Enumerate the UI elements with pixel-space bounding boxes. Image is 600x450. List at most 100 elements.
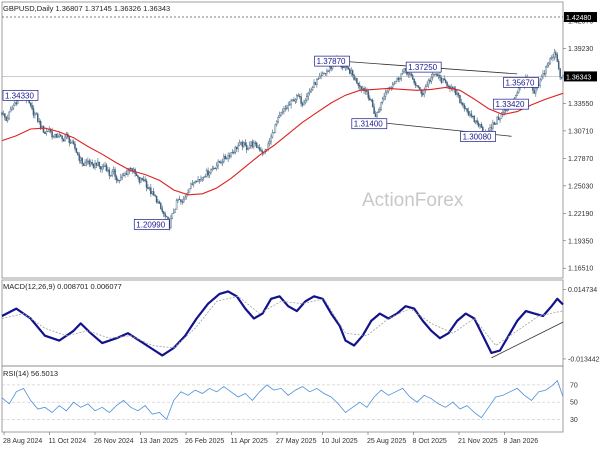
y-tick-label: 1.22190 bbox=[568, 211, 593, 218]
candle-body bbox=[92, 163, 95, 168]
level-annotation-box bbox=[460, 131, 496, 142]
candle-body bbox=[121, 175, 123, 178]
candle-body bbox=[177, 198, 179, 201]
candle-body bbox=[4, 113, 6, 118]
candle-body bbox=[180, 199, 182, 202]
y-tick-label: 1.25030 bbox=[568, 183, 593, 190]
candle-body bbox=[141, 178, 143, 180]
candle-body bbox=[367, 91, 370, 99]
candle-body bbox=[380, 101, 382, 110]
x-tick-label: 11 Apr 2025 bbox=[231, 438, 268, 445]
candle-body bbox=[454, 89, 457, 95]
candle-body bbox=[328, 66, 331, 71]
candle-body bbox=[68, 136, 71, 143]
candle-body bbox=[224, 156, 227, 160]
candle-body bbox=[316, 79, 318, 86]
level-annotation: 1.35670 bbox=[505, 78, 534, 87]
candle-body bbox=[15, 102, 18, 104]
candle-body bbox=[474, 120, 477, 122]
candle-body bbox=[304, 100, 307, 104]
candle-body bbox=[306, 96, 308, 101]
candle-body bbox=[111, 171, 113, 176]
candle-body bbox=[318, 75, 321, 79]
candle-body bbox=[108, 169, 111, 176]
candle-body bbox=[238, 142, 241, 146]
candle-body bbox=[547, 62, 550, 66]
y-tick-label: 1.16510 bbox=[568, 266, 593, 273]
candle-body bbox=[181, 201, 184, 203]
candle-body bbox=[99, 166, 102, 170]
candle-body bbox=[546, 64, 549, 68]
candle-body bbox=[29, 102, 32, 106]
candle-body bbox=[429, 80, 431, 82]
candle-body bbox=[543, 73, 546, 75]
level-annotation-box bbox=[133, 219, 170, 230]
candle-body bbox=[373, 106, 375, 114]
candle-body bbox=[102, 166, 105, 168]
candle-body bbox=[201, 177, 204, 180]
level-annotation-box bbox=[2, 90, 39, 101]
level-annotation: 1.20990 bbox=[136, 220, 165, 229]
candle-body bbox=[151, 191, 154, 194]
level-price-tag: 1.42480 bbox=[566, 15, 591, 22]
y-tick-label: 1.19350 bbox=[568, 238, 593, 245]
candle-body bbox=[462, 102, 464, 106]
candle-body bbox=[243, 142, 245, 147]
candle-body bbox=[293, 99, 295, 102]
candle-body bbox=[52, 136, 55, 138]
candle-body bbox=[165, 216, 168, 218]
x-tick-label: 26 Nov 2024 bbox=[94, 438, 134, 445]
candle-body bbox=[195, 181, 198, 183]
candle-body bbox=[298, 96, 301, 98]
candle-body bbox=[77, 152, 79, 156]
candle-body bbox=[8, 111, 10, 119]
level-annotation-box bbox=[351, 118, 388, 130]
candle-body bbox=[499, 118, 501, 121]
candle-body bbox=[493, 122, 496, 125]
candle-body bbox=[349, 68, 351, 74]
candle-body bbox=[230, 152, 232, 157]
candle-body bbox=[258, 147, 261, 151]
candle-body bbox=[411, 75, 414, 80]
level-annotation-box bbox=[503, 77, 539, 88]
candle-body bbox=[387, 87, 390, 92]
candle-body bbox=[101, 166, 103, 170]
candle-body bbox=[533, 90, 536, 94]
candle-body bbox=[505, 110, 507, 112]
candle-body bbox=[257, 147, 259, 149]
x-tick-label: 28 Aug 2024 bbox=[3, 438, 42, 445]
candle-body bbox=[317, 78, 320, 80]
candle-body bbox=[14, 102, 16, 106]
candle-body bbox=[472, 115, 474, 117]
candle-body bbox=[255, 142, 258, 148]
price-panel: GBPUSD,Daily 1.36807 1.37145 1.36326 1.3… bbox=[1, 1, 597, 279]
candle-body bbox=[273, 132, 275, 134]
candle-body bbox=[384, 92, 387, 97]
candle-body bbox=[410, 73, 413, 76]
candle-body bbox=[37, 113, 39, 122]
candle-body bbox=[157, 201, 159, 203]
candle-body bbox=[403, 68, 405, 73]
candle-body bbox=[144, 179, 146, 182]
candle-body bbox=[55, 133, 58, 138]
level-annotation: 1.37250 bbox=[408, 63, 437, 72]
candle-body bbox=[550, 57, 553, 59]
x-tick-label: 25 Aug 2025 bbox=[367, 438, 406, 445]
candle-body bbox=[432, 73, 434, 78]
candle-body bbox=[466, 108, 468, 112]
candle-body bbox=[223, 156, 225, 163]
candle-body bbox=[271, 132, 274, 138]
candle-body bbox=[253, 142, 255, 147]
candle-body bbox=[193, 181, 195, 185]
candle-body bbox=[479, 124, 481, 127]
candle-body bbox=[370, 99, 372, 101]
candle-body bbox=[276, 121, 278, 125]
level-annotation: 1.34330 bbox=[5, 91, 34, 100]
candle-body bbox=[187, 192, 189, 194]
rsi-y-tick-label: 50 bbox=[570, 400, 578, 407]
candle-body bbox=[245, 144, 248, 150]
x-axis: 28 Aug 2024 11 Oct 2024 26 Nov 2024 13 Jan … bbox=[3, 432, 538, 445]
candle-body bbox=[44, 132, 46, 135]
candle-body bbox=[490, 127, 493, 129]
